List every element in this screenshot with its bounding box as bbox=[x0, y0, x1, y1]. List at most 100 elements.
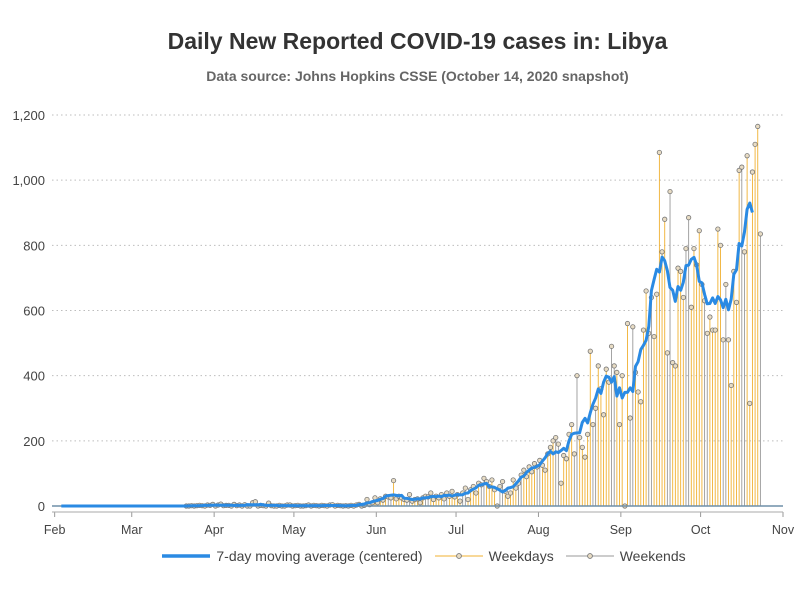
y-tick-label: 0 bbox=[38, 499, 45, 514]
legend-label-moving-average: 7-day moving average (centered) bbox=[216, 548, 423, 564]
weekend-marker bbox=[611, 363, 617, 369]
y-tick-label: 800 bbox=[23, 238, 45, 253]
weekends-marker-icon bbox=[565, 553, 614, 559]
weekend-marker bbox=[664, 350, 670, 356]
weekend-marker bbox=[555, 441, 561, 447]
weekday-marker bbox=[616, 421, 623, 428]
weekday-marker bbox=[691, 245, 697, 252]
legend-item-moving-average: 7-day moving average (centered) bbox=[162, 548, 423, 564]
x-tick-label: May bbox=[282, 523, 306, 537]
weekday-marker bbox=[733, 299, 740, 305]
weekday-marker bbox=[643, 288, 649, 294]
weekday-marker bbox=[728, 382, 734, 389]
y-tick-label: 1,000 bbox=[12, 173, 45, 188]
weekday-marker bbox=[507, 490, 514, 496]
weekend-marker bbox=[757, 231, 764, 237]
weekday-marker bbox=[364, 496, 370, 503]
chart-legend: 7-day moving average (centered) Weekdays… bbox=[0, 548, 800, 564]
weekday-marker bbox=[619, 373, 625, 379]
chart-title: Daily New Reported COVID-19 cases in: Li… bbox=[167, 28, 668, 54]
weekday-marker bbox=[640, 327, 647, 333]
weekday-marker bbox=[651, 333, 657, 340]
covid-daily-cases-chart: 0 200 400 600 800 1,000 1,200 Feb Mar Apr May Jun Ju… bbox=[12, 108, 794, 537]
weekday-marker bbox=[696, 228, 702, 234]
weekend-marker bbox=[608, 343, 615, 349]
weekday-marker bbox=[638, 399, 644, 405]
y-tick-label: 400 bbox=[23, 369, 45, 384]
weekday-marker bbox=[659, 249, 665, 255]
weekend-marker bbox=[630, 324, 636, 330]
weekday-marker bbox=[457, 498, 463, 504]
weekday-marker bbox=[449, 488, 455, 494]
weekday-marker bbox=[614, 369, 620, 376]
x-tick-label: Aug bbox=[527, 523, 549, 537]
weekend-marker bbox=[406, 491, 413, 498]
legend-item-weekends: Weekends bbox=[565, 548, 686, 564]
weekday-marker bbox=[542, 467, 548, 473]
weekday-marker bbox=[675, 265, 681, 271]
weekday-marker bbox=[654, 291, 660, 297]
weekend-marker bbox=[571, 451, 577, 457]
weekend-marker bbox=[704, 330, 710, 336]
weekend-marker bbox=[462, 485, 468, 491]
weekday-marker bbox=[752, 141, 758, 147]
weekday-marker bbox=[678, 268, 684, 274]
weekend-marker bbox=[553, 434, 559, 441]
weekday-marker bbox=[744, 153, 750, 159]
weekday-marker bbox=[688, 304, 694, 310]
weekday-marker bbox=[715, 226, 721, 232]
weekend-marker bbox=[739, 164, 745, 170]
weekend-marker bbox=[499, 478, 506, 485]
weekday-marker bbox=[749, 169, 756, 175]
weekdays-marker-icon bbox=[434, 553, 483, 559]
weekend-marker bbox=[627, 415, 633, 421]
legend-item-weekdays: Weekdays bbox=[434, 548, 554, 564]
weekday-marker bbox=[603, 366, 609, 372]
weekday-marker bbox=[587, 348, 593, 354]
weekday-marker bbox=[569, 421, 575, 428]
weekday-marker bbox=[707, 314, 713, 320]
x-tick-label: Oct bbox=[691, 523, 711, 537]
weekday-marker bbox=[595, 363, 601, 369]
weekday-marker bbox=[736, 167, 742, 173]
weekday-marker bbox=[473, 490, 479, 496]
weekday-marker bbox=[635, 389, 641, 395]
weekday-marker bbox=[547, 444, 554, 450]
weekend-marker bbox=[683, 245, 689, 252]
weekday-marker bbox=[672, 363, 678, 369]
legend-label-weekdays: Weekdays bbox=[488, 548, 554, 564]
weekend-marker bbox=[574, 373, 580, 379]
weekend-marker bbox=[592, 405, 599, 411]
x-tick-label: Mar bbox=[121, 523, 143, 537]
y-tick-label: 1,200 bbox=[12, 108, 45, 123]
weekend-marker bbox=[590, 421, 596, 428]
weekday-marker bbox=[428, 490, 434, 496]
weekday-marker bbox=[712, 327, 718, 333]
weekend-marker bbox=[723, 281, 729, 288]
weekday-marker bbox=[417, 500, 423, 506]
legend-label-weekends: Weekends bbox=[619, 548, 686, 564]
y-tick-label: 600 bbox=[23, 304, 45, 319]
weekday-marker bbox=[561, 452, 567, 459]
moving-average-line bbox=[61, 201, 754, 508]
weekday-marker bbox=[656, 149, 662, 156]
weekday-marker bbox=[505, 493, 511, 499]
weekday-marker bbox=[550, 438, 556, 444]
weekday-marker bbox=[582, 454, 588, 460]
weekday-marker bbox=[510, 477, 516, 483]
weekend-marker bbox=[686, 215, 692, 221]
x-tick-label: Sep bbox=[610, 523, 632, 537]
x-tick-label: Feb bbox=[44, 523, 66, 537]
weekday-marker bbox=[680, 294, 686, 301]
x-tick-label: Jul bbox=[448, 523, 464, 537]
weekday-marker bbox=[579, 444, 585, 450]
weekday-marker bbox=[755, 123, 761, 130]
weekday-marker bbox=[585, 431, 591, 437]
weekend-marker bbox=[481, 475, 487, 481]
weekday-marker bbox=[489, 477, 495, 483]
weekday-marker bbox=[563, 456, 569, 462]
weekday-marker bbox=[747, 400, 753, 406]
weekday-marker bbox=[390, 477, 397, 484]
weekday-marker bbox=[521, 467, 527, 473]
chart-subtitle: Data source: Johns Hopkins CSSE (October… bbox=[206, 68, 629, 84]
